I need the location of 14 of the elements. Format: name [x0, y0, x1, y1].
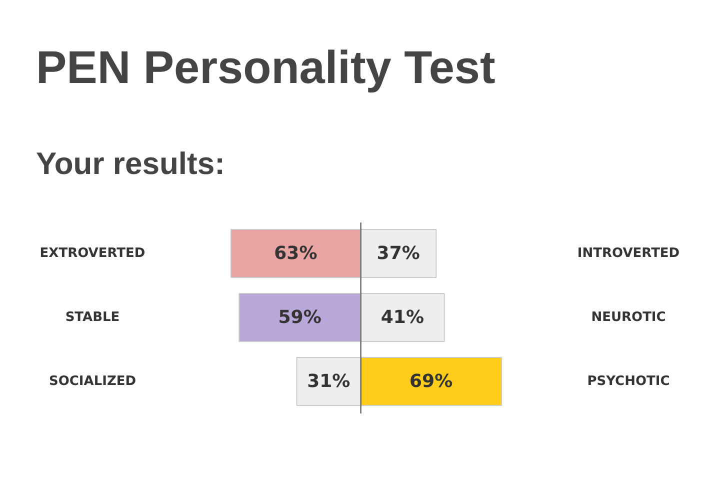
category-label: PSYCHOTIC [587, 374, 670, 389]
category-label: STABLE [65, 310, 120, 325]
data-label: 59% [278, 307, 322, 328]
chart-title: PEN Personality Test [36, 41, 496, 93]
category-label: SOCIALIZED [48, 374, 136, 389]
category-label: NEUROTIC [591, 310, 666, 325]
data-label: 69% [410, 371, 453, 392]
data-label: 41% [380, 307, 424, 328]
chart-subtitle: Your results: [36, 146, 225, 181]
category-label: INTROVERTED [577, 246, 680, 261]
category-label: EXTROVERTED [40, 246, 146, 261]
data-label: 37% [376, 243, 420, 264]
data-label: 63% [274, 243, 318, 264]
data-label: 31% [307, 371, 350, 392]
